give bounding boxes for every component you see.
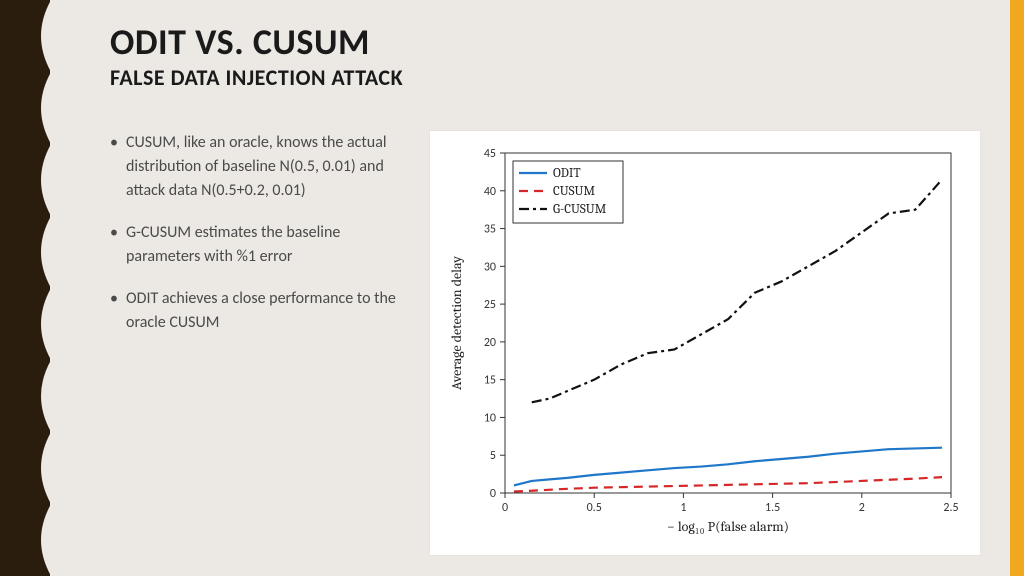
svg-text:0: 0 (502, 501, 508, 515)
svg-text:0.5: 0.5 (587, 501, 602, 515)
bullet-list: CUSUM, like an oracle, knows the actual … (110, 131, 410, 555)
svg-text:− log₁₀ P(false alarm): − log₁₀ P(false alarm) (667, 518, 789, 535)
svg-text:G-CUSUM: G-CUSUM (553, 202, 607, 217)
svg-text:2.5: 2.5 (943, 501, 958, 515)
slide-title-line1: ODIT VS. CUSUM (110, 24, 980, 62)
right-accent-border (1010, 0, 1024, 576)
svg-text:25: 25 (484, 298, 496, 312)
svg-text:15: 15 (484, 373, 496, 387)
svg-text:40: 40 (484, 185, 496, 199)
list-item: G-CUSUM estimates the baseline parameter… (110, 221, 410, 269)
svg-text:5: 5 (490, 449, 496, 463)
slide-title-line2: FALSE DATA INJECTION ATTACK (110, 64, 980, 91)
slide-content: ODIT VS. CUSUM FALSE DATA INJECTION ATTA… (60, 0, 1010, 576)
svg-text:CUSUM: CUSUM (553, 184, 595, 199)
chart-panel: 0 0.5 1 1.5 2 2.5 0 5 10 15 20 25 30 35 40 45 − log₁₀ P(… (430, 131, 980, 555)
svg-text:1.5: 1.5 (765, 501, 780, 515)
svg-text:20: 20 (484, 336, 496, 350)
svg-text:ODIT: ODIT (553, 166, 581, 181)
svg-text:0: 0 (490, 487, 496, 501)
svg-text:Average detection delay: Average detection delay (448, 256, 465, 390)
list-item: CUSUM, like an oracle, knows the actual … (110, 131, 410, 203)
body-row: CUSUM, like an oracle, knows the actual … (110, 131, 980, 555)
svg-text:2: 2 (859, 501, 865, 515)
svg-text:10: 10 (484, 411, 496, 425)
svg-text:35: 35 (484, 222, 496, 236)
line-chart: 0 0.5 1 1.5 2 2.5 0 5 10 15 20 25 30 35 40 45 − log₁₀ P(… (443, 141, 963, 541)
svg-text:1: 1 (680, 501, 686, 515)
svg-text:45: 45 (484, 147, 496, 161)
list-item: ODIT achieves a close performance to the… (110, 287, 410, 335)
left-scalloped-border (0, 0, 50, 576)
svg-text:30: 30 (484, 260, 496, 274)
